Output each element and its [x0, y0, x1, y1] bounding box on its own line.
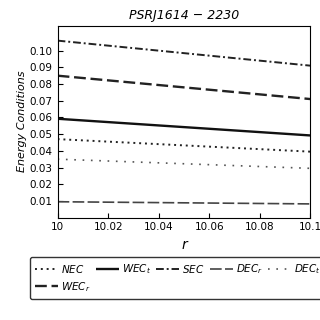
X-axis label: r: r: [181, 238, 187, 252]
Title: PSRJ1614 − 2230: PSRJ1614 − 2230: [129, 9, 239, 22]
Legend: $NEC$, $WEC_r$, $WEC_t$, $SEC$, $DEC_r$, $DEC_t$: $NEC$, $WEC_r$, $WEC_t$, $SEC$, $DEC_r$,…: [30, 257, 320, 299]
Y-axis label: Energy Conditions: Energy Conditions: [17, 71, 27, 172]
